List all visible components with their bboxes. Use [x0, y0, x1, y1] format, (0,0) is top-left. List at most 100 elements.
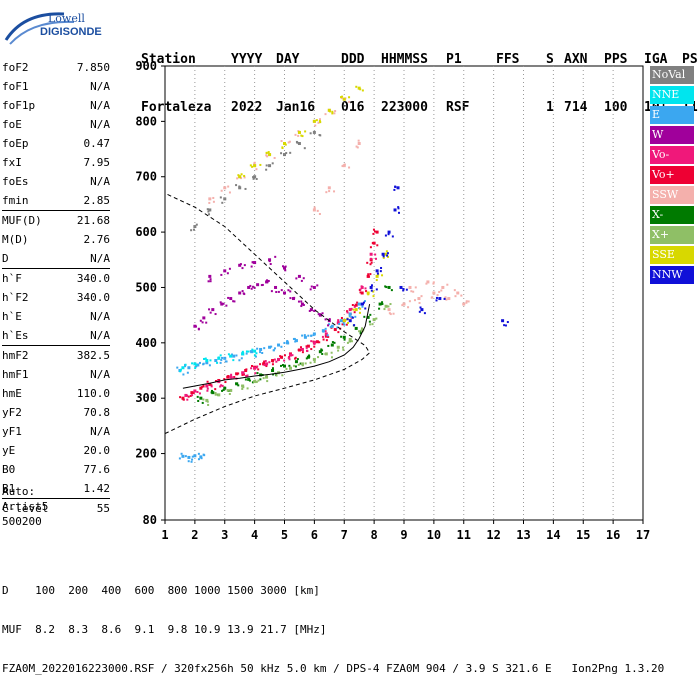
echo-pixel-nne	[232, 359, 235, 362]
echo-pixel-vo-	[294, 356, 297, 359]
x-tick-label: 9	[400, 528, 407, 542]
echo-pixel-w	[319, 313, 322, 316]
data-point-vo-	[208, 382, 212, 386]
echo-pixel-x-	[301, 364, 304, 367]
param-row: yF1 N/A	[2, 422, 110, 441]
echo-pixel-x-	[246, 387, 249, 390]
echo-pixel-w	[317, 313, 320, 316]
echo-pixel-w	[228, 267, 231, 270]
param-value: N/A	[90, 118, 110, 131]
echo-pixel-ssw	[348, 100, 351, 103]
data-point-vo-	[372, 241, 376, 245]
echo-pixel-e	[310, 334, 313, 337]
echo-pixel-sse	[267, 151, 270, 154]
param-value: 2.85	[83, 194, 111, 207]
echo-pixel-ssw	[340, 97, 343, 100]
echo-pixel-vo-	[324, 330, 327, 333]
echo-pixel-vo-	[283, 354, 286, 357]
echo-pixel-nnw	[379, 270, 382, 273]
param-value: 382.5	[76, 349, 110, 362]
param-label: B0	[2, 463, 16, 476]
echo-pixel-sse	[265, 152, 268, 155]
echo-pixel-x-	[244, 378, 247, 381]
echo-pixel-ssw	[408, 300, 411, 303]
param-value: 20.0	[83, 444, 111, 457]
param-row: yF2 70.8	[2, 403, 110, 422]
echo-pixel-x-	[297, 363, 300, 366]
echo-pixel-sse	[352, 308, 355, 311]
x-tick-label: 15	[576, 528, 590, 542]
echo-pixel-vo-	[189, 394, 192, 397]
echo-pixel-nne	[194, 367, 197, 370]
echo-pixel-x-	[320, 348, 323, 351]
param-label: hmF2	[2, 349, 29, 362]
echo-pixel-w	[275, 291, 278, 294]
echo-pixel-x-	[215, 393, 218, 396]
echo-pixel-vo-	[250, 367, 253, 370]
echo-pixel-vo-	[356, 301, 359, 304]
echo-pixel-nne	[204, 357, 207, 360]
param-row: h`F2 340.0	[2, 288, 110, 307]
echo-pixel-sse	[346, 321, 349, 324]
echo-pixel-vo-	[297, 348, 300, 351]
data-point-vo-	[193, 389, 197, 393]
echo-pixel-nne	[255, 352, 258, 355]
param-row: MUF(D) 21.68	[2, 211, 110, 230]
data-point-noval	[268, 164, 272, 168]
echo-pixel-ssw	[410, 290, 413, 293]
data-point-x-	[354, 326, 358, 330]
echo-pixel-sse	[375, 279, 378, 282]
echo-pixel-x-	[378, 307, 381, 310]
echo-pixel-w	[201, 321, 204, 324]
echo-pixel-w	[327, 324, 330, 327]
param-value: N/A	[90, 175, 110, 188]
echo-pixel-vo-	[232, 376, 235, 379]
param-row: h`Es N/A	[2, 326, 110, 345]
echo-pixel-ssw	[460, 294, 463, 297]
echo-pixel-w	[302, 303, 305, 306]
echo-pixel-nnw	[405, 288, 408, 291]
param-value: N/A	[90, 252, 110, 265]
header-row1-cell-1: YYYY	[231, 52, 263, 67]
echo-pixel-x-	[299, 362, 302, 365]
x-tick-label: 11	[457, 528, 471, 542]
echo-pixel-sse	[359, 307, 362, 310]
data-point-nnw	[393, 208, 397, 212]
data-point-e	[330, 324, 334, 328]
data-point-sse	[297, 130, 301, 134]
data-point-vo-	[262, 362, 266, 366]
echo-pixel-nne	[245, 350, 248, 353]
echo-pixel-noval	[238, 185, 241, 188]
data-point-vo-	[226, 375, 230, 379]
data-point-w	[312, 285, 316, 289]
param-label: hmE	[2, 387, 22, 400]
header-row-labels: Station YYYY DAY DDD HHMMSS P1 FFS S AXN PPS IGA PS	[141, 52, 700, 68]
echo-pixel-w	[209, 278, 212, 281]
echo-pixel-x-	[256, 372, 259, 375]
echo-pixel-x-	[201, 401, 204, 404]
data-point-ssw	[342, 164, 346, 168]
echo-pixel-noval	[309, 132, 312, 135]
echo-pixel-nnw	[402, 289, 405, 292]
echo-pixel-x-	[313, 361, 316, 364]
echo-pixel-ssw	[465, 301, 468, 304]
data-point-vo-	[181, 396, 185, 400]
echo-pixel-vo-	[279, 355, 282, 358]
echo-pixel-w	[243, 264, 246, 267]
echo-pixel-nne	[253, 354, 256, 357]
echo-pixel-vo-	[359, 291, 362, 294]
echo-pixel-ssw	[273, 156, 276, 159]
param-row: M(D) 2.76	[2, 230, 110, 249]
echo-pixel-vo-	[337, 320, 340, 323]
data-point-vo-	[306, 344, 310, 348]
echo-pixel-x-	[281, 364, 284, 367]
echo-pixel-nne	[203, 357, 206, 360]
echo-pixel-noval	[207, 210, 210, 213]
echo-pixel-ssw	[208, 201, 211, 204]
echo-pixel-e	[240, 357, 243, 360]
echo-pixel-e	[191, 458, 194, 461]
echo-pixel-vo-	[369, 246, 372, 249]
data-point-noval	[238, 186, 242, 190]
echo-pixel-w	[194, 325, 197, 328]
echo-pixel-vo-	[220, 384, 223, 387]
